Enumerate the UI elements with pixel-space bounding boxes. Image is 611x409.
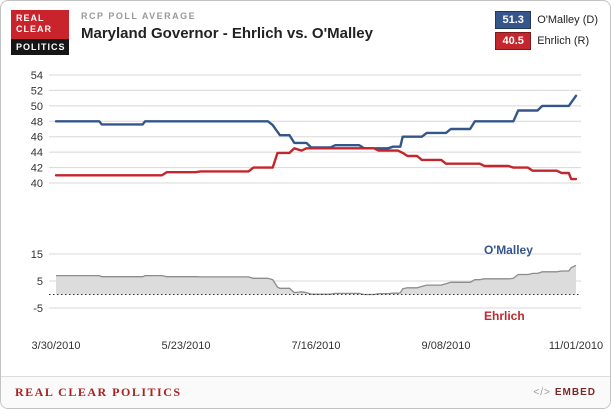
y-tick-label: 48 xyxy=(31,116,43,128)
x-tick-label: 3/30/2010 xyxy=(32,340,81,352)
legend-row-ehrlich: 40.5 Ehrlich (R) xyxy=(495,32,598,50)
poll-trend-chart: 54 52 50 48 46 44 42 40 15 5 -5 3/30/2010 5/23/2010 7… xyxy=(31,70,603,352)
omalley-legend-label: O'Malley (D) xyxy=(537,14,598,26)
y-tick-label: 42 xyxy=(31,162,43,174)
omalley-chart-label: O'Malley xyxy=(484,243,533,257)
omalley-value-badge: 51.3 xyxy=(495,11,532,29)
ehrlich-legend-label: Ehrlich (R) xyxy=(537,35,590,47)
embed-label: EMBED xyxy=(554,387,596,398)
legend-row-omalley: 51.3 O'Malley (D) xyxy=(495,11,598,29)
y-tick-label: -5 xyxy=(33,303,43,315)
spread-line xyxy=(56,264,577,295)
y-tick-label: 5 xyxy=(37,276,43,288)
title-block: RCP POLL AVERAGE Maryland Governor - Ehr… xyxy=(81,10,373,42)
y-tick-label: 54 xyxy=(31,70,43,82)
y-tick-label: 50 xyxy=(31,100,43,112)
rcp-poll-average-kicker: RCP POLL AVERAGE xyxy=(81,11,197,21)
y-tick-label: 46 xyxy=(31,131,43,143)
y-tick-label: 40 xyxy=(31,178,43,190)
page-title: Maryland Governor - Ehrlich vs. O'Malley xyxy=(81,25,373,42)
ehrlich-line xyxy=(54,146,578,180)
embed-button[interactable]: </> EMBED xyxy=(533,387,596,398)
chart-area: 54 52 50 48 46 44 42 40 15 5 -5 3/30/2010 5/23/2010 7… xyxy=(1,61,610,377)
rcp-logo-bottom: POLITICS xyxy=(11,38,69,55)
code-icon: </> xyxy=(533,387,551,398)
legend: 51.3 O'Malley (D) 40.5 Ehrlich (R) xyxy=(495,10,598,50)
omalley-line xyxy=(54,94,578,150)
rcp-logo-top: REAL CLEAR xyxy=(11,10,69,39)
rcp-logo[interactable]: REAL CLEAR POLITICS xyxy=(11,10,69,55)
y-tick-label: 44 xyxy=(31,147,43,159)
header: REAL CLEAR POLITICS RCP POLL AVERAGE Mar… xyxy=(1,1,610,55)
y-tick-label: 52 xyxy=(31,85,43,97)
footer-brand-link[interactable]: REAL CLEAR POLITICS xyxy=(15,385,182,399)
spread-area xyxy=(56,264,576,294)
ehrlich-chart-label: Ehrlich xyxy=(484,309,525,323)
x-tick-label: 7/16/2010 xyxy=(292,340,341,352)
x-tick-label: 11/01/2010 xyxy=(549,340,603,352)
ehrlich-value-badge: 40.5 xyxy=(495,32,532,50)
logo-line-real: REAL xyxy=(16,13,45,23)
footer: REAL CLEAR POLITICS </> EMBED xyxy=(1,376,610,408)
logo-line-clear: CLEAR xyxy=(16,24,52,35)
x-tick-label: 9/08/2010 xyxy=(422,340,471,352)
x-tick-label: 5/23/2010 xyxy=(162,340,211,352)
y-tick-label: 15 xyxy=(31,249,43,261)
